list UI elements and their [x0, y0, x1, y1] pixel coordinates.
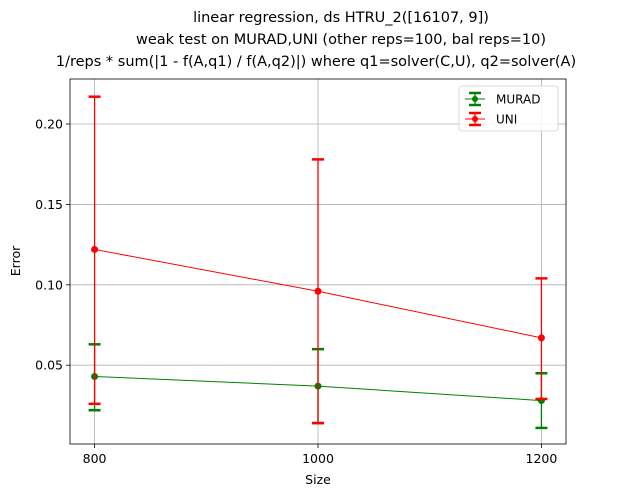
y-tick-label: 0.20	[35, 117, 63, 132]
series-layer	[88, 95, 548, 430]
axes: 800 1000 1200 0.05 0.10 0.15 0.20	[35, 78, 567, 466]
title-line-1: linear regression, ds HTRU_2([16107, 9])	[193, 10, 489, 26]
legend-label: MURAD	[496, 93, 540, 107]
legend-swatch-marker	[472, 116, 478, 122]
legend-entry: MURAD	[465, 91, 540, 107]
chart-title: linear regression, ds HTRU_2([16107, 9])…	[56, 10, 576, 70]
x-tick-label: 800	[83, 451, 107, 466]
x-tick-label: 1000	[302, 451, 334, 466]
legend-swatch-marker	[472, 96, 478, 102]
y-axis-label: Error	[8, 245, 23, 276]
title-line-3: 1/reps * sum(|1 - f(A,q1) / f(A,q2)|) wh…	[56, 54, 576, 70]
x-tick-label: 1200	[526, 451, 558, 466]
legend: MURAD UNI	[458, 85, 559, 132]
title-line-2: weak test on MURAD,UNI (other reps=100, …	[136, 32, 546, 48]
y-tick-label: 0.10	[35, 277, 63, 292]
data-point	[314, 287, 322, 295]
legend-label: UNI	[496, 113, 517, 127]
series-uni	[88, 95, 548, 425]
legend-entry: UNI	[465, 111, 517, 127]
data-point	[91, 245, 99, 253]
x-axis-label: Size	[305, 472, 331, 487]
y-tick-label: 0.05	[35, 358, 63, 373]
legend-box	[458, 85, 559, 132]
y-tick-label: 0.15	[35, 197, 63, 212]
data-point	[537, 334, 545, 342]
